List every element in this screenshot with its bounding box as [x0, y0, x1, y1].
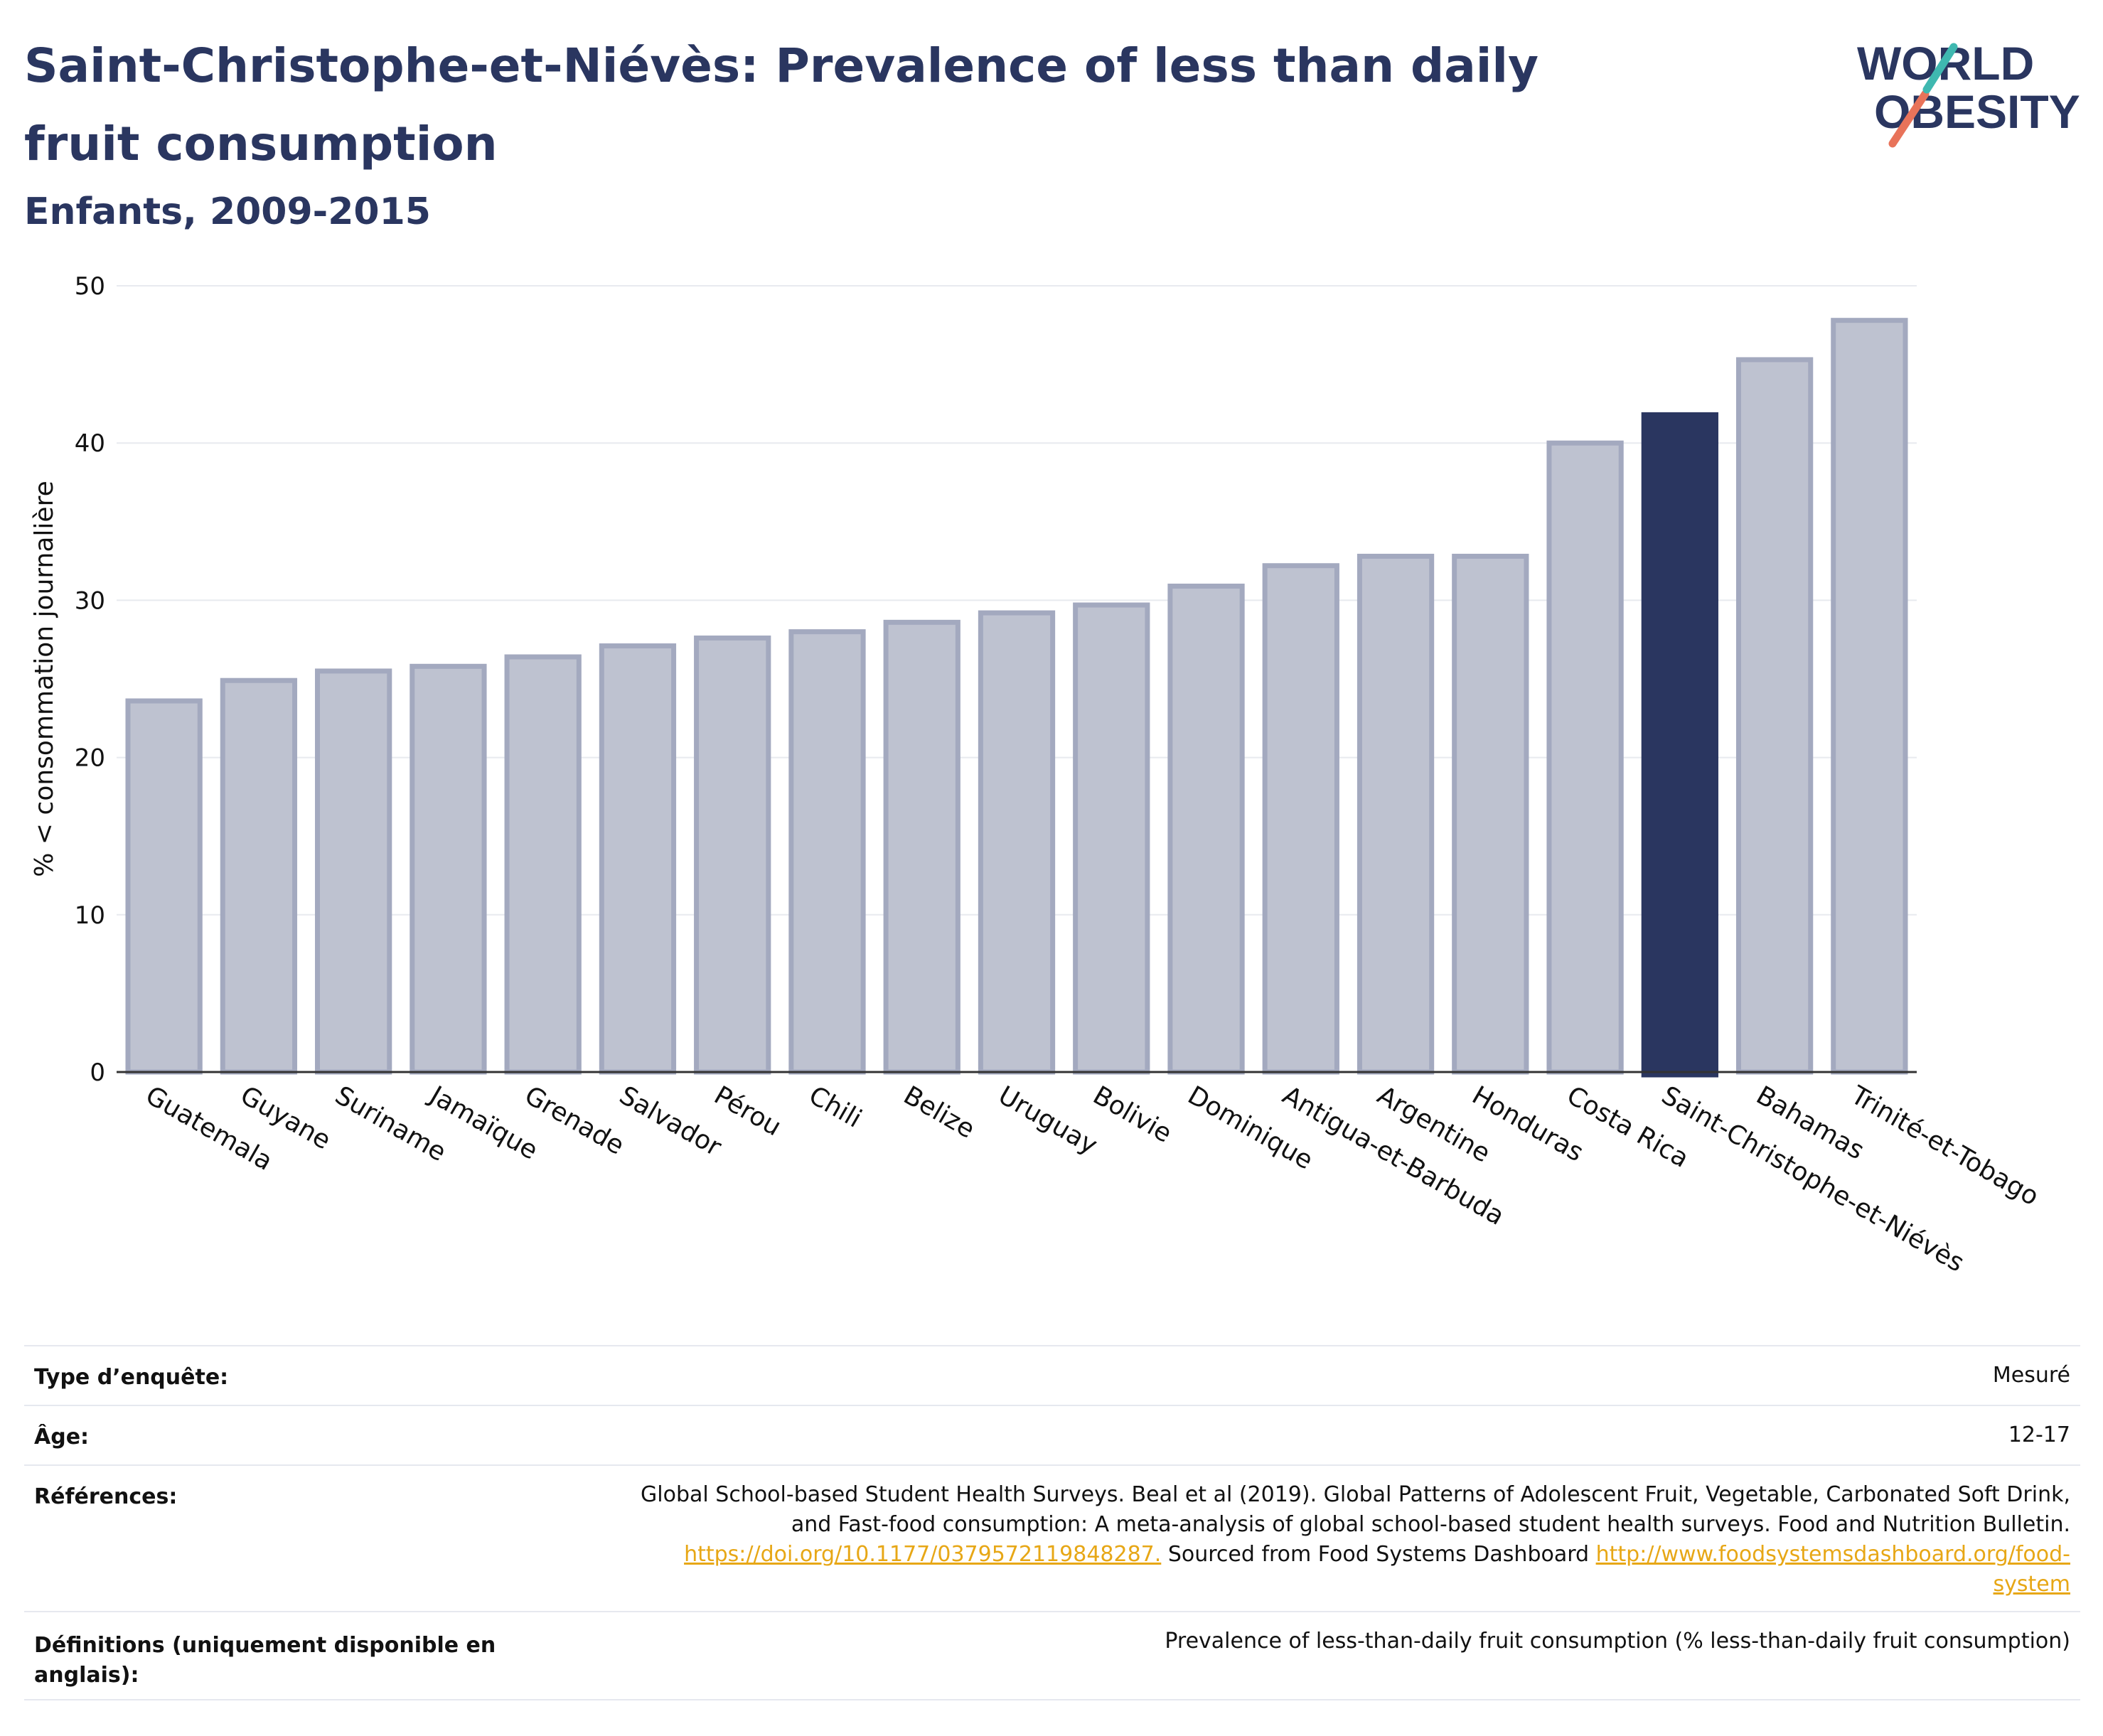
y-tick-label: 30	[75, 586, 105, 615]
definitions-label-line-2: anglais):	[34, 1663, 139, 1688]
y-axis-ticks: 0 10 20 30 40 50	[75, 272, 105, 1087]
x-tick-label: Salvador	[614, 1081, 726, 1162]
y-tick-label: 10	[75, 901, 105, 930]
bar-trinite-et-tobago[interactable]	[1831, 318, 1908, 1075]
food-systems-link-continued[interactable]: system	[1993, 1572, 2070, 1597]
bar-costa-rica[interactable]	[1546, 440, 1624, 1075]
bar-bolivie[interactable]	[1073, 602, 1150, 1075]
bar-grenade[interactable]	[504, 654, 582, 1075]
survey-type-label: Type d’enquête:	[34, 1365, 229, 1390]
x-tick-label: Uruguay	[993, 1081, 1102, 1160]
bar-suriname[interactable]	[315, 668, 392, 1075]
bar-argentine[interactable]	[1356, 553, 1435, 1075]
references-line-2: and Fast-food consumption: A meta-analys…	[791, 1512, 2070, 1537]
x-tick-label: Bolivie	[1088, 1081, 1177, 1149]
bar-uruguay[interactable]	[978, 610, 1056, 1075]
definitions-value: Prevalence of less-than-daily fruit cons…	[1165, 1629, 2070, 1654]
logo-slash-teal	[1922, 43, 1958, 94]
definitions-row: Définitions (uniquement disponible en an…	[24, 1611, 2080, 1700]
age-label: Âge:	[34, 1425, 90, 1450]
y-tick-label: 20	[75, 744, 105, 773]
references-line-4: system	[435, 1570, 2070, 1600]
y-tick-label: 40	[75, 429, 105, 458]
bar-antigua-et-barbuda[interactable]	[1262, 563, 1339, 1075]
references-label: Références:	[34, 1484, 178, 1509]
bar-guyane[interactable]	[220, 677, 298, 1075]
bar-dominique[interactable]	[1167, 583, 1245, 1075]
logo-slash-red	[1888, 90, 1930, 148]
bar-honduras[interactable]	[1452, 553, 1529, 1075]
y-axis-label: % < consommation journalière	[30, 481, 59, 877]
page-title: Saint-Christophe-et-Niévès: Prevalence o…	[24, 38, 1539, 171]
x-axis-labels: GuatemalaGuyaneSurinameJamaïqueGrenadeSa…	[141, 1080, 2044, 1277]
bars	[125, 318, 1908, 1078]
x-tick-label: Trinité-et-Tobago	[1846, 1081, 2044, 1212]
bar-guatemala[interactable]	[125, 698, 203, 1075]
y-tick-label: 50	[75, 272, 105, 301]
bar-chart: 0 10 20 30 40 50 GuatemalaGuyaneSurinameJamaï…	[30, 272, 2044, 1278]
references-line-1: Global School-based Student Health Surve…	[641, 1482, 2070, 1507]
age-value: 12-17	[2008, 1422, 2070, 1447]
logo-line-2: OBESITY	[1874, 85, 2080, 138]
survey-type-row: Type d’enquête: Mesuré	[24, 1345, 2080, 1406]
references-line-3: https://doi.org/10.1177/0379572119848287…	[435, 1540, 2070, 1570]
bar-saint-christophe-et-nieves[interactable]	[1641, 412, 1718, 1078]
bar-salvador[interactable]	[599, 643, 677, 1075]
references-row: Références: Global School-based Student …	[24, 1464, 2080, 1612]
bar-chili[interactable]	[788, 629, 866, 1075]
definitions-label-line-1: Définitions (uniquement disponible en	[34, 1633, 496, 1658]
x-tick-label: Chili	[804, 1081, 867, 1133]
definitions-label: Définitions (uniquement disponible en an…	[34, 1631, 496, 1691]
x-tick-label: Belize	[899, 1081, 980, 1144]
bar-perou[interactable]	[694, 635, 771, 1075]
doi-link[interactable]: https://doi.org/10.1177/0379572119848287…	[684, 1542, 1162, 1567]
references-value: Global School-based Student Health Surve…	[435, 1480, 2070, 1600]
bar-belize[interactable]	[883, 619, 960, 1075]
y-tick-label: 0	[90, 1059, 105, 1087]
chart-subtitle: Enfants, 2009-2015	[24, 191, 431, 233]
survey-type-value: Mesuré	[1992, 1363, 2070, 1388]
world-obesity-logo: WORLD OBESITY	[1857, 37, 2080, 148]
references-sourced-text: Sourced from Food Systems Dashboard	[1161, 1542, 1596, 1567]
bar-bahamas[interactable]	[1735, 357, 1814, 1075]
food-systems-link[interactable]: http://www.foodsystemsdashboard.org/food…	[1595, 1542, 2070, 1567]
x-tick-label: Pérou	[709, 1081, 786, 1142]
age-row: Âge: 12-17	[24, 1405, 2080, 1466]
bar-jamaique[interactable]	[410, 663, 487, 1075]
